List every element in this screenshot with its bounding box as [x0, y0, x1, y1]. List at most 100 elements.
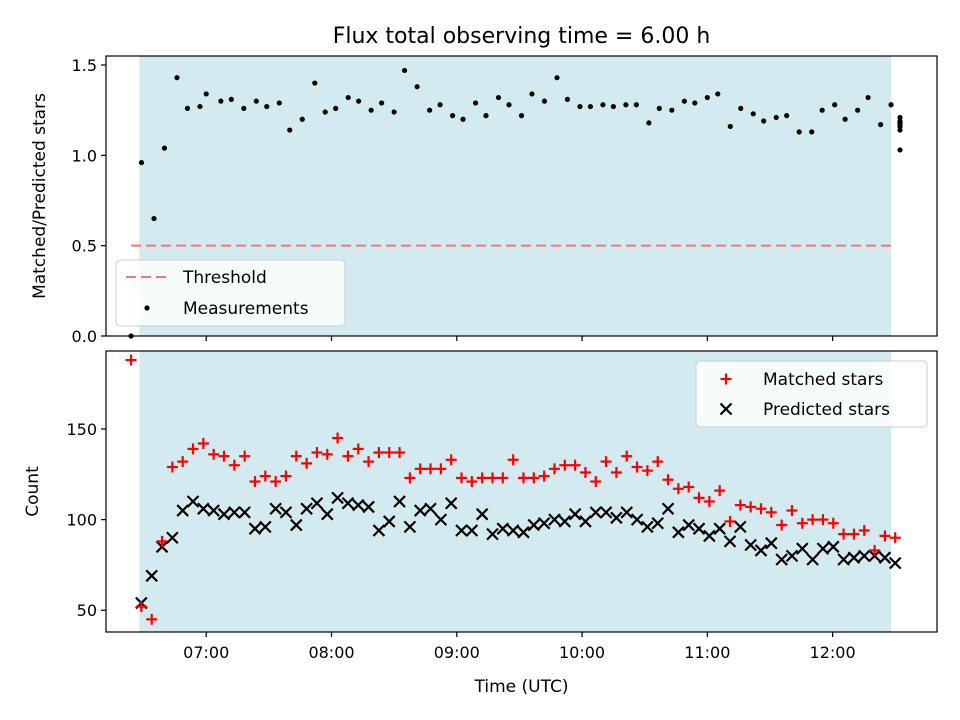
predicted-star-point — [145, 569, 158, 583]
measurement-point — [727, 123, 733, 130]
measurement-point — [379, 100, 385, 106]
predicted-star-point — [300, 502, 313, 516]
predicted-star-point — [589, 506, 603, 519]
measurement-point — [888, 102, 894, 108]
measurement-point — [633, 102, 639, 108]
bottom-x-ticks: 07:00 08:00 09:00 10:00 11:00 12:00 — [183, 632, 856, 662]
bottom-axes-frame — [105, 350, 938, 633]
predicted-star-point — [672, 526, 685, 539]
predicted-star-point — [847, 551, 861, 564]
bottom-ytick-label: 100 — [66, 511, 97, 530]
predicted-star-point — [537, 516, 551, 530]
predicted-star-point — [857, 549, 871, 563]
measurement-point — [842, 116, 848, 122]
measurement-point — [161, 145, 168, 151]
predicted-star-point — [837, 553, 850, 566]
bottom-y-ticks: 50 100 150 — [66, 420, 106, 620]
predicted-star-point — [527, 518, 541, 532]
measurement-point — [878, 122, 884, 128]
predicted-star-point — [455, 524, 468, 537]
xtick-label: 08:00 — [308, 643, 354, 662]
measurement-point — [564, 96, 571, 102]
predicted-star-point — [207, 504, 220, 517]
predicted-star-point — [351, 498, 365, 512]
measurement-point — [276, 100, 282, 106]
measurement-point — [472, 100, 479, 106]
measurement-point — [228, 96, 234, 102]
measurement-point — [151, 215, 157, 222]
predicted-star-point — [682, 518, 695, 532]
measurement-point — [541, 98, 548, 104]
predicted-star-point — [310, 497, 324, 510]
predicted-star-point — [796, 542, 809, 555]
predicted-star-point — [424, 502, 437, 516]
top-x-ticks — [205, 336, 834, 341]
predicted-star-point — [599, 506, 613, 519]
measurement-point — [784, 113, 790, 119]
measurement-point — [333, 105, 339, 111]
measurement-point — [253, 98, 259, 104]
measurement-point — [623, 102, 629, 108]
xtick-label: 12:00 — [810, 643, 856, 662]
predicted-star-point — [465, 524, 479, 537]
matched-stars-points — [125, 354, 901, 625]
measurement-point — [460, 116, 466, 122]
measurement-point — [681, 98, 687, 104]
measurement-point — [495, 94, 502, 101]
predicted-star-point — [362, 500, 375, 514]
predicted-star-point — [754, 544, 768, 557]
measurement-point — [391, 109, 397, 115]
predicted-star-point — [248, 522, 262, 535]
measurement-point — [865, 94, 871, 101]
measurement-point — [218, 98, 224, 104]
predicted-star-point — [331, 491, 344, 505]
measurement-point — [203, 91, 209, 97]
predicted-star-point — [341, 497, 355, 510]
legend-predicted-swatch — [719, 402, 733, 416]
predicted-star-point — [703, 529, 716, 543]
predicted-star-point — [816, 542, 830, 555]
predicted-star-point — [444, 497, 458, 510]
top-axes-frame — [105, 55, 938, 337]
predicted-star-point — [806, 553, 819, 566]
top-ytick-label: 1.0 — [72, 146, 97, 165]
predicted-star-point — [579, 515, 592, 528]
measurement-point — [750, 111, 756, 117]
measurement-point — [241, 105, 247, 111]
measurement-points — [128, 67, 903, 339]
xtick-label: 10:00 — [559, 643, 605, 662]
legend-matched-label: Matched stars — [763, 370, 883, 390]
measurement-point — [704, 94, 710, 101]
predicted-star-point — [269, 502, 282, 516]
bottom-ytick-label: 150 — [66, 420, 97, 439]
measurement-point — [356, 98, 362, 104]
predicted-star-point — [878, 551, 892, 564]
measurement-point — [761, 118, 767, 124]
measurement-point — [855, 107, 861, 113]
measurement-point — [174, 75, 180, 81]
measurement-point — [832, 102, 838, 108]
predicted-star-point — [713, 522, 726, 535]
legend-predicted-marker — [719, 402, 733, 416]
measurement-point — [819, 107, 825, 113]
measurement-point — [897, 127, 903, 133]
measurement-point — [506, 102, 512, 108]
measurement-point — [449, 113, 456, 119]
measurement-point — [796, 129, 802, 135]
bottom-y-axis-label: Count — [23, 466, 43, 517]
top-ytick-label: 1.5 — [72, 56, 97, 75]
predicted-star-point — [475, 507, 489, 521]
measurement-point — [299, 116, 305, 122]
predicted-star-point — [393, 495, 406, 508]
measurement-point — [427, 107, 433, 113]
measurement-point — [600, 102, 606, 108]
top-y-axis-label: Matched/Predicted stars — [30, 93, 50, 299]
predicted-star-point — [197, 502, 210, 516]
predicted-star-point — [166, 531, 179, 545]
predicted-star-point — [734, 520, 747, 534]
measurement-point — [897, 118, 903, 124]
top-y-ticks: 0.0 0.5 1.0 1.5 — [72, 56, 106, 346]
predicted-stars-points — [135, 491, 902, 610]
